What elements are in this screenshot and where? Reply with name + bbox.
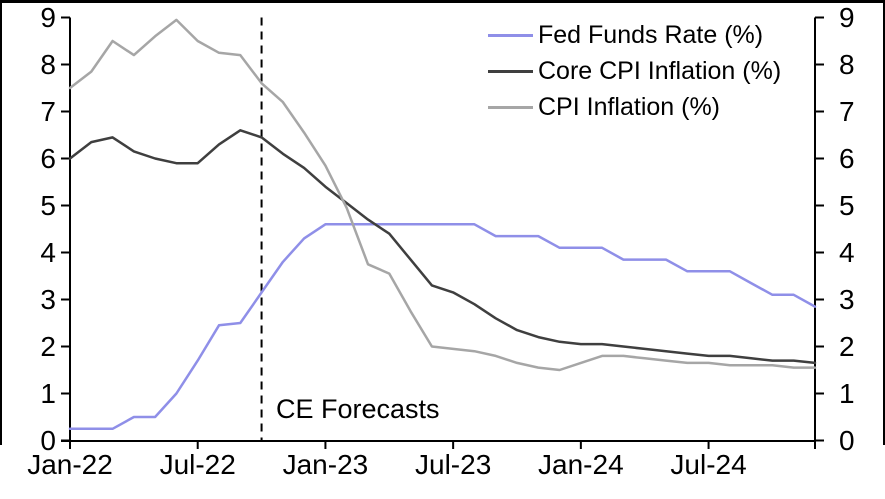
y-axis-right-label-6: 6 [839,142,855,174]
x-axis-label-Jul-24: Jul-24 [670,449,747,480]
y-axis-right-label-2: 2 [839,330,855,362]
y-axis-right-label-5: 5 [839,189,855,221]
y-axis-right-label-4: 4 [839,236,855,268]
x-axis-label-Jan-23: Jan-23 [282,449,369,480]
series-line-fed-funds [68,223,817,431]
series-line-core-cpi [68,129,817,365]
y-axis-right-label-9: 9 [839,1,855,33]
x-axis-label-Jul-22: Jul-22 [159,449,236,480]
y-axis-right-label-3: 3 [839,283,855,315]
y-axis-left-label-4: 4 [40,236,56,268]
y-axis-left-label-8: 8 [40,48,56,80]
legend-label-fed-funds: Fed Funds Rate (%) [538,20,764,49]
legend-swatch-fed-funds [488,33,533,37]
y-axis-left-label-6: 6 [40,142,56,174]
legend-item-fed-funds: Fed Funds Rate (%) [488,17,781,53]
x-axis-label-Jan-24: Jan-24 [538,449,624,480]
chart-border-left [0,0,2,445]
legend-label-cpi: CPI Inflation (%) [538,92,721,121]
forecast-annotation: CE Forecasts [276,394,440,424]
y-axis-left-label-3: 3 [40,283,56,315]
chart-border-right [883,0,885,445]
y-axis-left-label-5: 5 [40,189,56,221]
y-axis-right-label-7: 7 [839,95,855,127]
chart-border-top [0,0,885,3]
legend-item-core-cpi: Core CPI Inflation (%) [488,53,781,89]
y-axis-left-label-9: 9 [40,1,56,33]
x-axis-label-Jul-23: Jul-23 [415,449,492,480]
y-axis-left-label-0: 0 [40,424,56,456]
legend-swatch-cpi [488,105,533,109]
y-axis-right-label-0: 0 [839,424,855,456]
legend-item-cpi: CPI Inflation (%) [488,89,781,125]
legend-label-core-cpi: Core CPI Inflation (%) [538,56,782,85]
y-axis-left-label-1: 1 [40,377,56,409]
y-axis-left-label-7: 7 [40,95,56,127]
series-line-cpi [68,18,817,372]
y-axis-right-label-1: 1 [839,377,855,409]
x-axis-label-Jan-22: Jan-22 [27,449,113,480]
chart-legend: Fed Funds Rate (%) Core CPI Inflation (%… [488,17,781,125]
legend-swatch-core-cpi [488,69,533,73]
y-axis-left-label-2: 2 [40,330,56,362]
y-axis-right-label-8: 8 [839,48,855,80]
